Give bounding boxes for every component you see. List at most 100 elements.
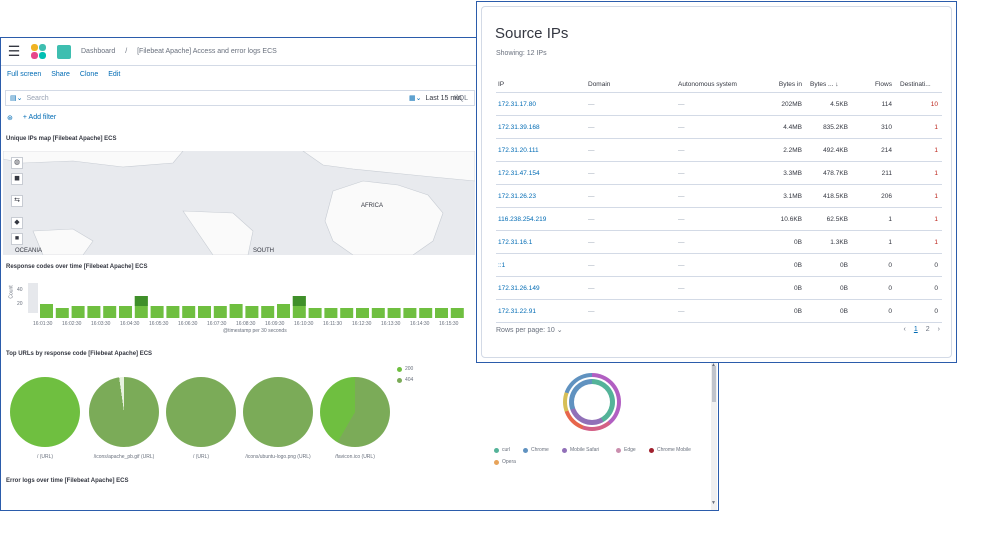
browser-legend-chrome[interactable]: Chrome <box>523 447 549 453</box>
response-bar[interactable] <box>340 308 354 318</box>
pie-chart[interactable] <box>243 377 313 447</box>
search-input[interactable]: Search <box>26 94 49 102</box>
response-bar[interactable] <box>182 306 196 318</box>
flows-cell: 214 <box>881 147 892 154</box>
ip-link[interactable]: ::1 <box>498 262 506 269</box>
prev-page-icon[interactable]: ‹ <box>903 326 906 333</box>
world-map[interactable]: ◍ ◼ ⇆ ◆ ■ AFRICA OCEANIA SOUTH <box>3 151 475 255</box>
response-bar-404[interactable] <box>292 296 306 306</box>
browser-legend-mobile-safari[interactable]: Mobile Safari <box>562 447 599 453</box>
response-bar[interactable] <box>261 306 275 318</box>
response-bar[interactable] <box>198 306 211 318</box>
col-bytes-out[interactable]: Bytes ... ↓ <box>810 81 839 88</box>
response-bar[interactable] <box>166 306 180 318</box>
source-ips-card: Source IPs Showing: 12 IPs IP Domain Aut… <box>481 6 952 358</box>
zoom-out-icon[interactable]: ■ <box>11 233 23 245</box>
response-bar-404[interactable] <box>134 296 148 306</box>
kibana-logo-icon[interactable] <box>31 43 47 60</box>
scroll-down-icon[interactable]: ▼ <box>711 500 716 506</box>
ip-link[interactable]: 172.31.17.80 <box>498 101 536 108</box>
ip-link[interactable]: 172.31.47.154 <box>498 170 540 177</box>
menu-full-screen[interactable]: Full screen <box>7 71 42 78</box>
response-bar[interactable] <box>371 308 385 318</box>
response-bar[interactable] <box>387 308 401 318</box>
pie-chart[interactable] <box>10 377 80 447</box>
ip-link[interactable]: 172.31.22.91 <box>498 308 536 315</box>
response-bar[interactable] <box>71 306 85 318</box>
browser-legend-chrome-mobile[interactable]: Chrome Mobile <box>649 447 691 453</box>
response-bar[interactable] <box>103 306 117 318</box>
legend-item[interactable]: 200 <box>397 366 413 372</box>
menu-icon[interactable]: ☰ <box>7 43 21 59</box>
response-bar[interactable] <box>150 306 164 318</box>
zoom-in-icon[interactable]: ◆ <box>11 217 23 229</box>
sort-down-icon[interactable]: ↓ <box>835 81 839 88</box>
x-tick: 16:10:30 <box>294 321 314 327</box>
pie-chart[interactable] <box>320 377 390 447</box>
bytes-in-cell: 10.6KB <box>780 216 802 223</box>
x-tick: 16:05:30 <box>149 321 169 327</box>
response-bar[interactable] <box>324 308 338 318</box>
response-bar[interactable] <box>435 308 448 318</box>
filter-options-icon[interactable]: ⊛ <box>7 115 13 122</box>
browser-donut-chart[interactable] <box>563 373 621 431</box>
response-bar[interactable] <box>356 308 369 318</box>
breadcrumb-dashboard[interactable]: Dashboard <box>81 48 116 55</box>
zoom-fit-icon[interactable]: ⇆ <box>11 195 23 207</box>
response-bar[interactable] <box>403 308 417 318</box>
response-bar[interactable] <box>450 308 464 318</box>
draw-icon[interactable]: ◼ <box>11 173 23 185</box>
response-bar[interactable] <box>419 308 433 318</box>
page-1-button[interactable]: 1 <box>913 326 918 333</box>
dashboard-app-icon[interactable] <box>57 44 71 59</box>
ip-link[interactable]: 172.31.26.23 <box>498 193 536 200</box>
browser-legend-opera[interactable]: Opera <box>494 459 516 465</box>
legend-item[interactable]: 404 <box>397 377 413 383</box>
col-domain[interactable]: Domain <box>588 81 611 88</box>
response-bar[interactable] <box>40 304 53 318</box>
col-flows[interactable]: Flows <box>875 81 892 88</box>
time-range-label[interactable]: Last 15 min <box>425 94 462 102</box>
ip-link[interactable]: 116.238.254.219 <box>498 216 547 223</box>
response-bar[interactable] <box>277 304 290 318</box>
response-bar[interactable] <box>245 306 259 318</box>
ip-link[interactable]: 172.31.20.111 <box>498 147 539 154</box>
saved-query-icon[interactable]: ▤⌄ <box>10 95 23 102</box>
pie-chart[interactable] <box>89 377 159 447</box>
response-bar[interactable] <box>55 308 69 318</box>
add-filter-button[interactable]: + Add filter <box>22 114 57 121</box>
col-ip[interactable]: IP <box>498 81 505 88</box>
x-tick: 16:12:30 <box>352 321 372 327</box>
bytes-out-cell: 1.3KB <box>830 239 848 246</box>
scroll-up-icon[interactable]: ▲ <box>711 362 716 368</box>
destinations-cell: 1 <box>934 124 938 131</box>
response-bar[interactable] <box>229 304 243 318</box>
menu-edit[interactable]: Edit <box>108 71 121 78</box>
ip-link[interactable]: 172.31.39.168 <box>498 124 540 131</box>
next-page-icon[interactable]: › <box>937 326 940 333</box>
rows-per-page-button[interactable]: Rows per page: 10 ⌄ <box>496 327 563 334</box>
dashboard-scrollbar[interactable] <box>711 362 717 510</box>
ip-link[interactable]: 172.31.26.149 <box>498 285 540 292</box>
response-codes-chart[interactable]: Count 40 20 16:01:30 16:02:30 16:03:30 16:0… <box>3 271 478 334</box>
response-bar[interactable] <box>308 308 322 318</box>
table-row: ::1 — — 0B 0B 0 0 <box>496 254 942 277</box>
page-2-button[interactable]: 2 <box>925 326 930 333</box>
time-picker[interactable]: ▦⌄ Last 15 min <box>409 90 462 106</box>
response-bar[interactable] <box>213 306 227 318</box>
browser-legend-curl[interactable]: curl <box>494 447 510 453</box>
x-tick: 16:07:30 <box>207 321 227 327</box>
col-autonomous-system[interactable]: Autonomous system <box>678 81 737 88</box>
menu-share[interactable]: Share <box>51 71 70 78</box>
menu-clone[interactable]: Clone <box>79 71 99 78</box>
ip-link[interactable]: 172.31.16.1 <box>498 239 533 246</box>
browser-legend-edge[interactable]: Edge <box>616 447 636 453</box>
response-bar[interactable] <box>119 306 132 318</box>
pie-chart[interactable] <box>166 377 236 447</box>
col-destinations[interactable]: Destinati... <box>900 81 931 88</box>
response-bar[interactable] <box>87 306 101 318</box>
layers-icon[interactable]: ◍ <box>11 157 23 169</box>
col-bytes-in[interactable]: Bytes in <box>778 81 802 88</box>
calendar-icon[interactable]: ▦⌄ <box>409 95 422 102</box>
kql-toggle[interactable]: KQL <box>453 94 468 102</box>
